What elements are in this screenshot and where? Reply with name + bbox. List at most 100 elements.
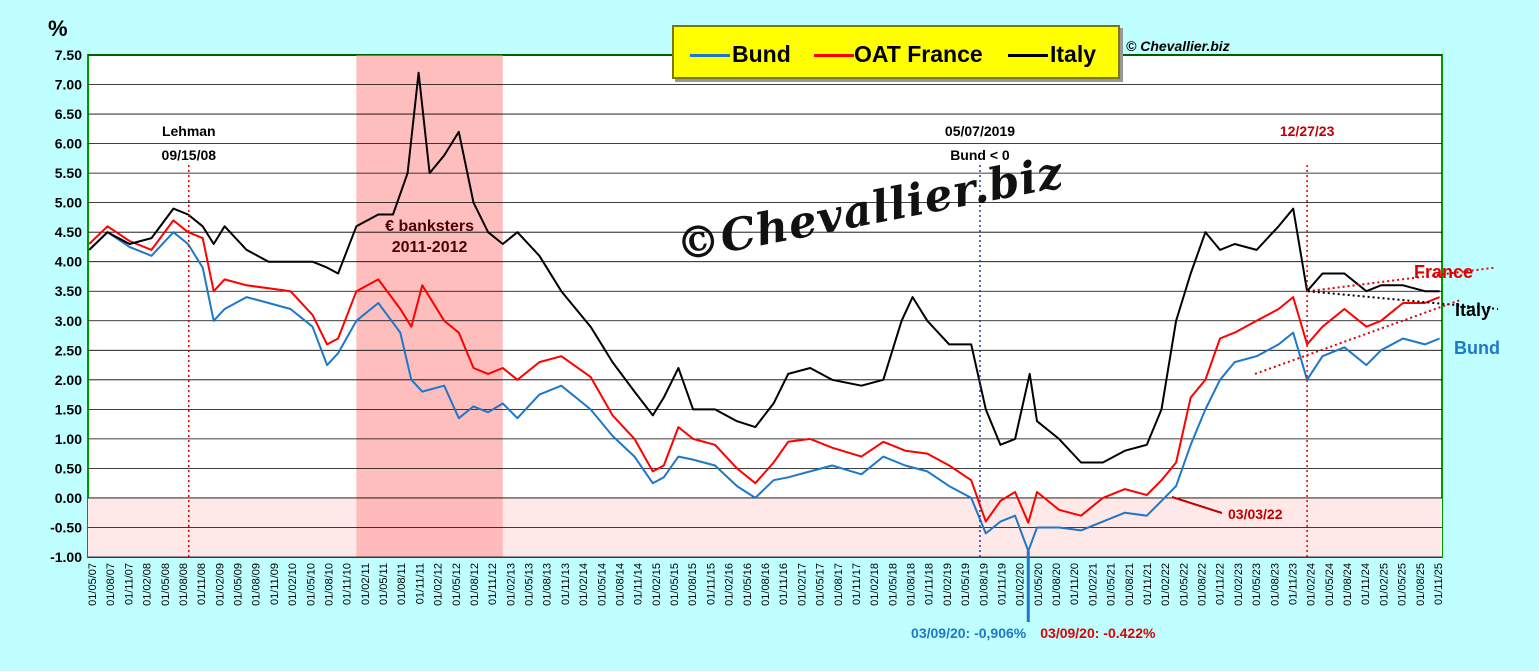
- x-tick-label: 01/08/18: [906, 563, 918, 606]
- x-tick-label: 01/08/19: [978, 563, 990, 606]
- x-tick-label: 01/05/22: [1178, 563, 1190, 606]
- oat-min-label: 03/09/20: -0.422%: [1040, 625, 1156, 641]
- x-tick-label: 01/02/14: [578, 563, 590, 606]
- legend-oat-swatch: [814, 54, 854, 57]
- annotation-label: Lehman: [162, 123, 216, 139]
- x-tick-label: 01/11/20: [1069, 563, 1081, 605]
- y-tick-label: 6.50: [55, 106, 82, 122]
- legend-italy-swatch: [1008, 54, 1048, 57]
- x-tick-label: 01/08/09: [251, 563, 263, 606]
- right-label-bund: Bund: [1454, 338, 1500, 358]
- x-tick-label: 01/05/15: [669, 563, 681, 606]
- x-tick-label: 01/02/16: [724, 563, 736, 606]
- x-tick-label: 01/02/20: [1015, 563, 1027, 606]
- france-trend-line: [1307, 266, 1496, 293]
- x-tick-label: 01/02/18: [869, 563, 881, 606]
- bund-trend-line: [1254, 299, 1461, 375]
- right-label-italy: Italy: [1455, 300, 1491, 320]
- x-tick-label: 01/05/07: [87, 563, 99, 606]
- y-tick-label: 4.00: [55, 254, 82, 270]
- x-tick-label: 01/11/15: [705, 563, 717, 605]
- x-tick-label: 01/11/19: [996, 563, 1008, 605]
- series-line-bund: [88, 231, 1440, 553]
- x-tick-label: 01/05/18: [887, 563, 899, 606]
- right-label-france: France: [1414, 262, 1473, 282]
- y-tick-label: 4.50: [55, 224, 82, 240]
- cross-arrow: [1171, 496, 1223, 514]
- x-tick-label: 01/08/14: [614, 563, 626, 606]
- x-tick-label: 01/11/08: [196, 563, 208, 605]
- x-tick-label: 01/02/15: [651, 563, 663, 606]
- x-tick-label: 01/05/24: [1324, 563, 1336, 606]
- y-tick-label: 0.00: [55, 490, 82, 506]
- x-tick-label: 01/11/21: [1142, 563, 1154, 605]
- y-tick-label: 3.50: [55, 283, 82, 299]
- legend-italy: Italy: [1050, 41, 1097, 67]
- x-tick-label: 01/05/19: [960, 563, 972, 606]
- x-tick-label: 01/02/12: [433, 563, 445, 606]
- crisis-shading: [356, 55, 503, 557]
- x-tick-label: 01/11/07: [123, 563, 135, 605]
- plot-area: [87, 54, 1443, 558]
- x-tick-label: 01/05/13: [524, 563, 536, 606]
- x-tick-label: 01/08/25: [1415, 563, 1427, 606]
- series-line-oat-france: [88, 219, 1440, 524]
- y-tick-label: 5.50: [55, 165, 82, 181]
- x-tick-label: 01/05/09: [233, 563, 245, 606]
- crisis-years-label: 2011-2012: [392, 239, 468, 256]
- x-tick-label: 01/05/23: [1251, 563, 1263, 606]
- legend-oat: OAT France: [854, 41, 983, 67]
- annotation-label: 12/27/23: [1280, 123, 1335, 139]
- x-tick-label: 01/11/09: [269, 563, 281, 605]
- x-tick-label: 01/02/25: [1378, 563, 1390, 606]
- legend: Bund OAT France Italy: [672, 25, 1120, 79]
- series-line-italy: [88, 71, 1440, 464]
- x-tick-label: 01/05/11: [378, 563, 390, 605]
- x-tick-label: 01/11/10: [342, 563, 354, 605]
- x-tick-label: 01/11/13: [560, 563, 572, 605]
- x-tick-label: 01/08/23: [1269, 563, 1281, 606]
- x-tick-label: 01/02/22: [1160, 563, 1172, 606]
- y-tick-label: 0.50: [55, 460, 82, 476]
- x-tick-label: 01/08/21: [1124, 563, 1136, 606]
- x-tick-label: 01/05/20: [1033, 563, 1045, 606]
- y-tick-label: -0.50: [50, 519, 82, 535]
- x-tick-label: 01/11/14: [633, 563, 645, 605]
- x-tick-label: 01/02/09: [214, 563, 226, 606]
- copyright-text: © Chevallier.biz: [1126, 38, 1230, 54]
- x-tick-label: 01/11/24: [1360, 563, 1372, 605]
- y-tick-label: 7.00: [55, 77, 82, 93]
- x-tick-label: 01/08/16: [760, 563, 772, 606]
- x-tick-label: 01/08/13: [542, 563, 554, 606]
- italy-trend-line: [1307, 290, 1499, 310]
- x-tick-label: 01/02/11: [360, 563, 372, 605]
- annotation-label: 05/07/2019: [945, 123, 1015, 139]
- x-tick-label: 01/05/14: [596, 563, 608, 606]
- y-tick-label: 2.00: [55, 372, 82, 388]
- x-tick-label: 01/11/11: [414, 563, 426, 604]
- x-tick-label: 01/08/17: [833, 563, 845, 606]
- y-tick-label: 1.00: [55, 431, 82, 447]
- y-tick-label: -1.00: [50, 549, 82, 565]
- x-tick-label: 01/08/07: [105, 563, 117, 606]
- y-tick-label: 1.50: [55, 401, 82, 417]
- y-tick-label: 6.00: [55, 136, 82, 152]
- x-tick-label: 01/11/25: [1433, 563, 1445, 605]
- y-tick-label: 2.50: [55, 342, 82, 358]
- x-tick-label: 01/02/19: [942, 563, 954, 606]
- x-tick-label: 01/11/18: [924, 563, 936, 605]
- x-tick-label: 01/05/25: [1397, 563, 1409, 606]
- x-tick-label: 01/11/23: [1287, 563, 1299, 605]
- x-tick-label: 01/05/12: [451, 563, 463, 606]
- x-tick-label: 01/02/24: [1306, 563, 1318, 606]
- x-tick-label: 01/08/20: [1051, 563, 1063, 606]
- bund-min-label: 03/09/20: -0,906%: [911, 625, 1027, 641]
- x-tick-label: 01/02/13: [505, 563, 517, 606]
- x-tick-label: 01/02/21: [1087, 563, 1099, 606]
- legend-bund-swatch: [690, 54, 730, 57]
- x-tick-label: 01/05/08: [160, 563, 172, 606]
- x-tick-label: 01/05/16: [742, 563, 754, 606]
- legend-bund: Bund: [732, 41, 791, 67]
- x-tick-label: 01/08/24: [1342, 563, 1354, 606]
